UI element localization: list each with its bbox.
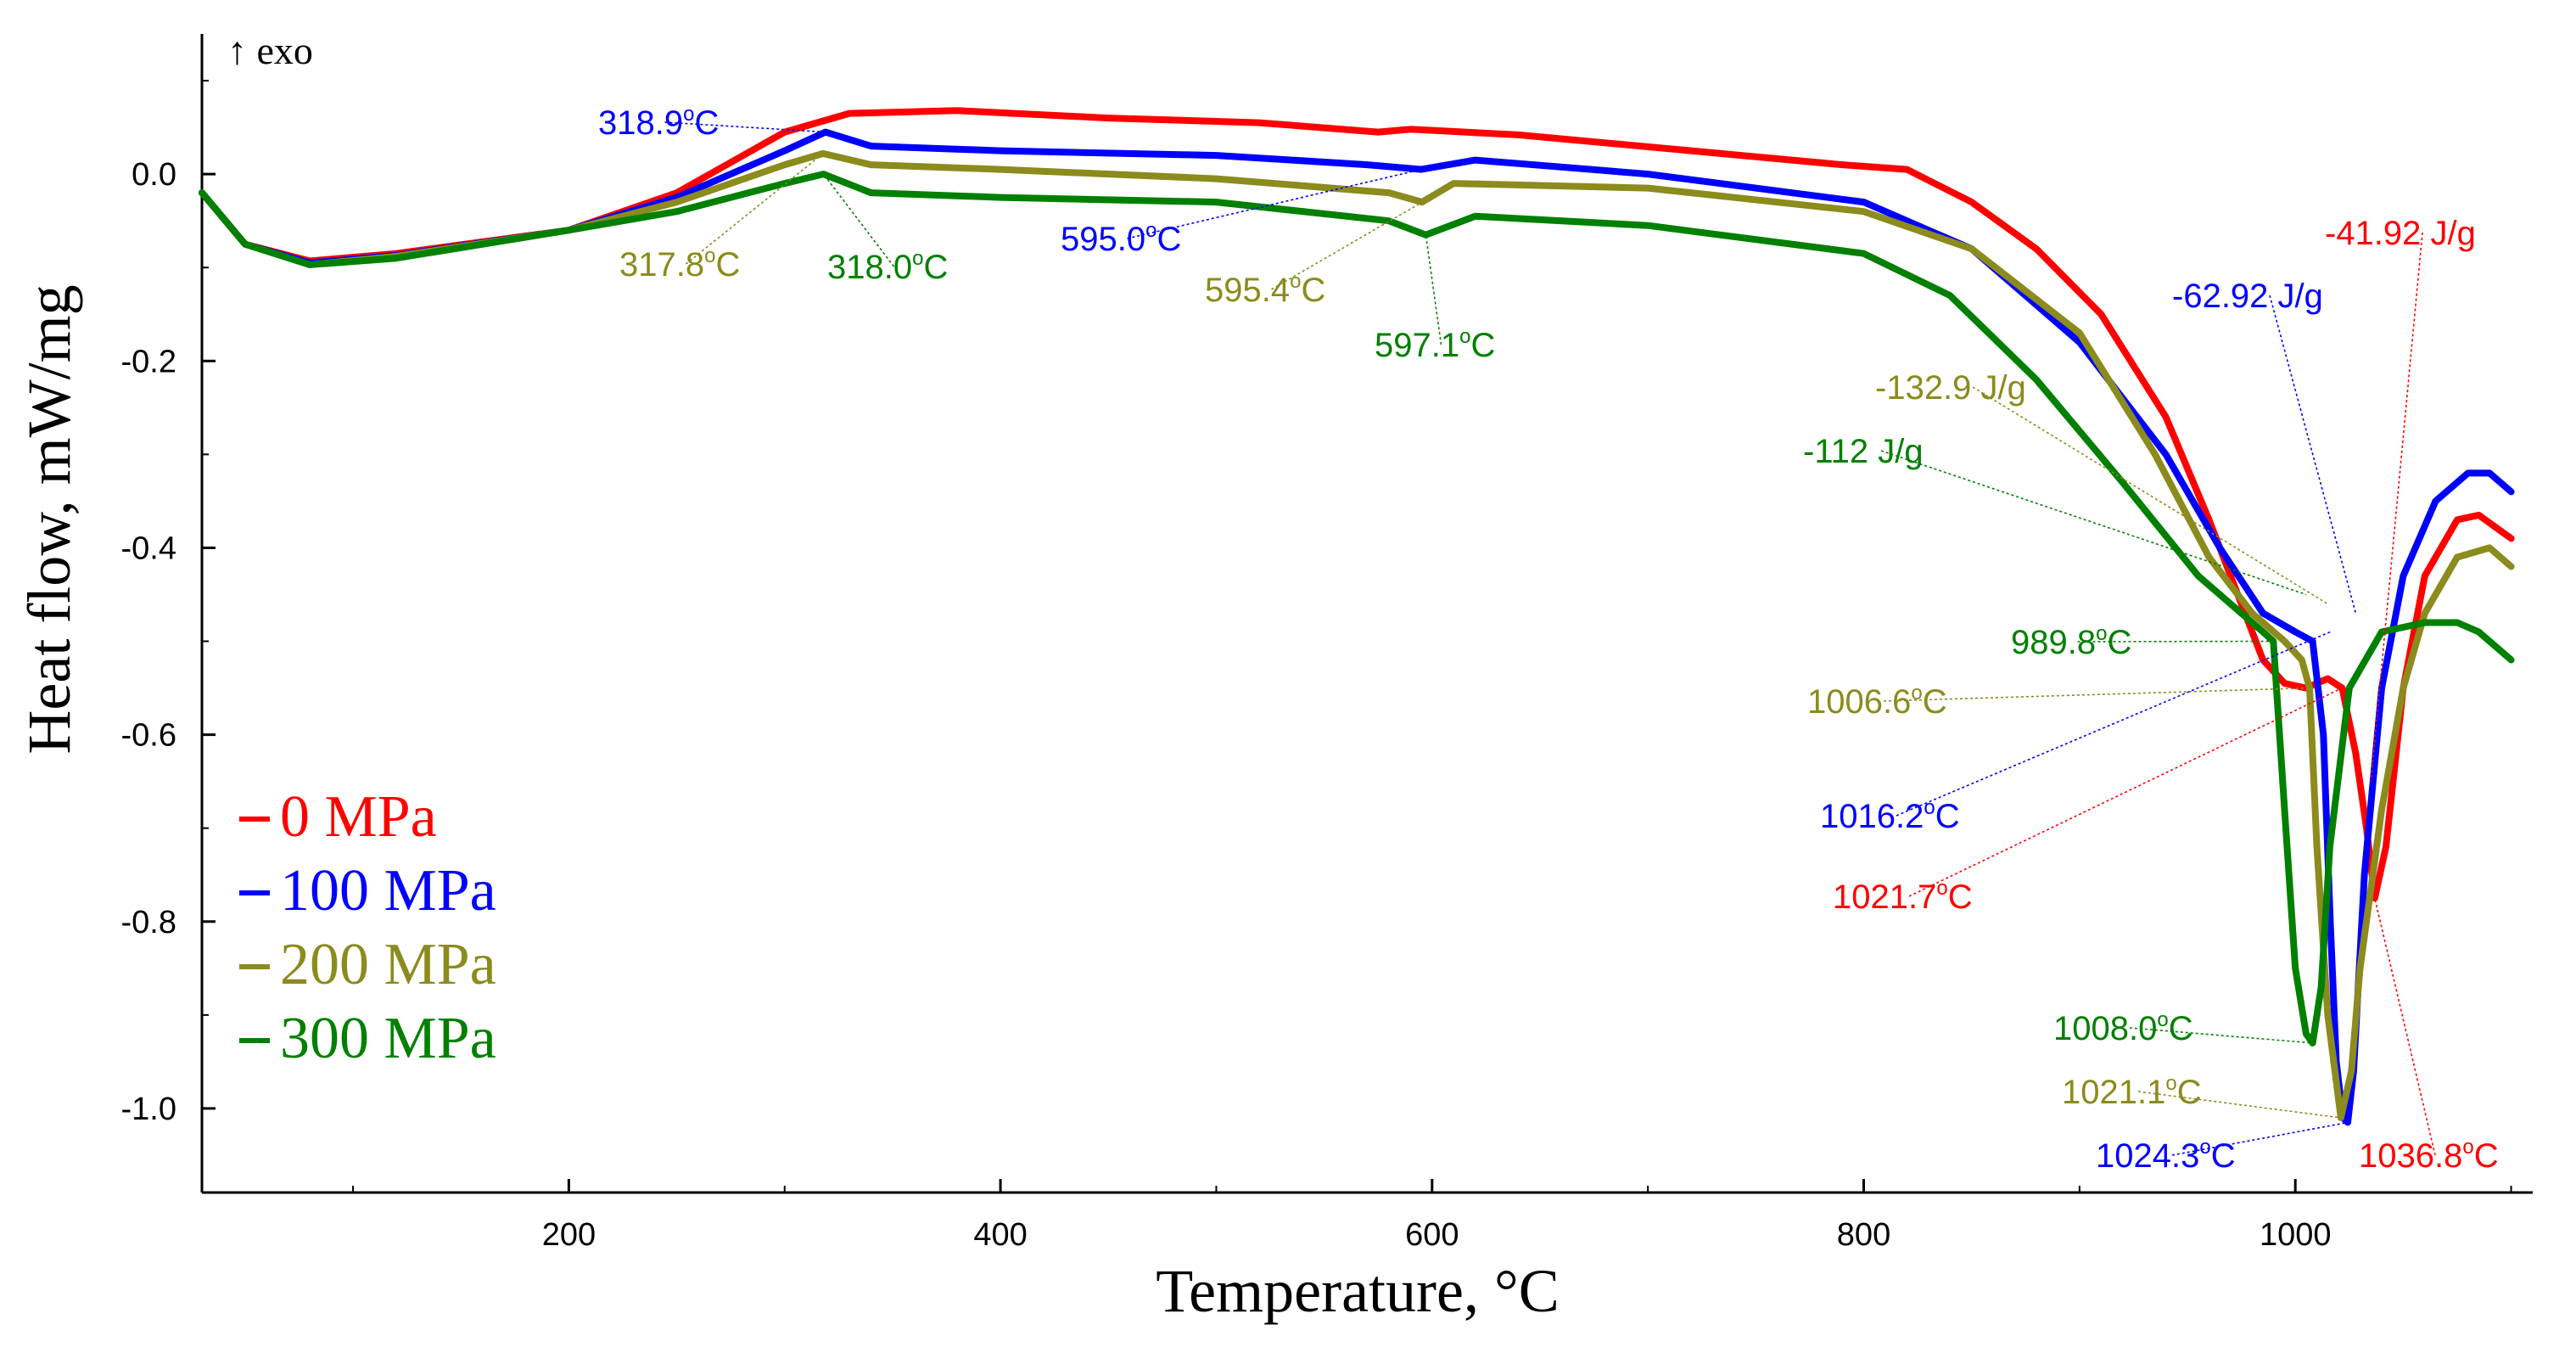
series-line-0-mpa (199, 107, 2515, 902)
annotation-onset-1016-2: 1016.2oC (1820, 796, 1960, 835)
leader-peak-318-9 (664, 121, 826, 133)
annotation-peak-318-9: 318.9oC (598, 103, 719, 142)
series-line-200-mpa (199, 149, 2515, 1121)
legend-label: 300 MPa (280, 1006, 496, 1071)
annotation-enthalpy-100: -62.92 J/g (2172, 278, 2323, 315)
leader-enthalpy-100 (2269, 295, 2357, 614)
annotation-min-1036-8: 1036.8oC (2359, 1136, 2499, 1175)
leader-peak-317-8 (685, 153, 824, 265)
y-axis-label: Heat flow, mW/mg (15, 284, 83, 754)
y-tick-label: 0.0 (132, 157, 176, 193)
annotation-enthalpy-0: -41.92 J/g (2325, 215, 2476, 252)
leader-enthalpy-300 (1880, 450, 2307, 596)
annotation-peak-595-0: 595.0oC (1061, 219, 1181, 258)
annotation-onset-989-8: 989.8oC (2011, 622, 2131, 661)
y-tick-label: -0.4 (121, 530, 176, 566)
annotation-enthalpy-300: -112 J/g (1803, 433, 1924, 470)
x-tick-label: 1000 (2260, 1217, 2332, 1253)
leader-min-1036-8 (2374, 898, 2436, 1156)
annotation-min-1024-3: 1024.3oC (2096, 1136, 2236, 1175)
annotation-leaders (664, 121, 2436, 1156)
annotation-onset-1006-6: 1006.6oC (1807, 682, 1947, 721)
legend-label: 200 MPa (280, 932, 496, 997)
x-tick-label: 600 (1405, 1217, 1459, 1253)
annotation-labels: 318.9oC 317.8oC 318.0oC 595.0oC 595.4oC 597.1… (598, 103, 2499, 1175)
annotation-peak-318-0: 318.0oC (827, 247, 948, 286)
legend: 0 MPa 100 MPa 200 MPa 300 MPa (239, 784, 496, 1071)
annotation-peak-595-4: 595.4oC (1205, 270, 1325, 309)
annotation-min-1008-0: 1008.0oC (2053, 1008, 2193, 1047)
annotation-onset-1021-7: 1021.7oC (1833, 877, 1973, 916)
annotation-min-1021-1: 1021.1oC (2062, 1072, 2202, 1111)
exo-marker: ↑ exo (227, 29, 313, 72)
axes: 200 400 600 800 1000 0.0 -0.2 -0.4 -0.6 -0.8 -1.0 (121, 34, 2533, 1253)
y-tick-label: -0.8 (121, 905, 176, 940)
legend-label: 0 MPa (280, 784, 437, 850)
series-layer (199, 107, 2515, 1126)
leader-peak-595-0 (1127, 168, 1422, 239)
leader-enthalpy-200 (1972, 386, 2328, 605)
leader-enthalpy-0 (2370, 232, 2423, 782)
leader-onset-1016-2 (1896, 631, 2331, 817)
leader-peak-318-0 (822, 173, 895, 267)
x-tick-label: 800 (1837, 1217, 1890, 1253)
annotation-peak-597-1: 597.1oC (1375, 325, 1495, 364)
leader-onset-1021-7 (1908, 687, 2343, 897)
y-tick-label: -1.0 (121, 1092, 176, 1127)
series-line-300-mpa (199, 171, 2515, 1047)
series-line-100-mpa (199, 128, 2515, 1126)
annotation-enthalpy-200: -132.9 J/g (1875, 369, 2026, 407)
leader-peak-597-1 (1425, 234, 1442, 345)
x-tick-label: 400 (973, 1217, 1027, 1253)
y-tick-label: -0.2 (121, 344, 176, 379)
x-axis-label: Temperature, °C (1156, 1257, 1560, 1325)
annotation-peak-317-8: 317.8oC (619, 244, 740, 283)
x-tick-label: 200 (542, 1217, 596, 1253)
leader-min-1024-3 (2171, 1121, 2349, 1156)
leader-min-1021-1 (2137, 1091, 2341, 1119)
leader-peak-595-4 (1271, 201, 1423, 290)
y-tick-label: -0.6 (121, 718, 176, 754)
legend-label: 100 MPa (280, 858, 496, 923)
leader-onset-1006-6 (1883, 687, 2310, 702)
leader-min-1008-0 (2129, 1027, 2313, 1044)
